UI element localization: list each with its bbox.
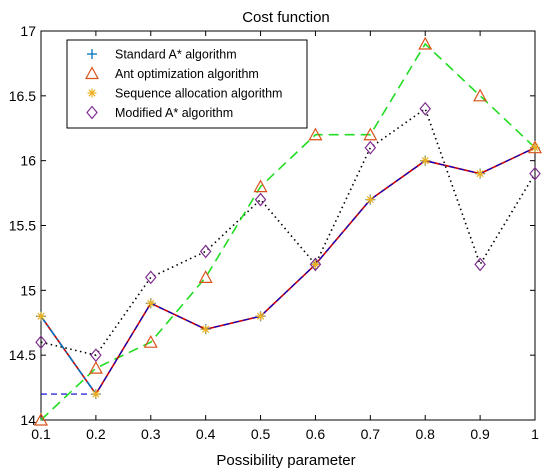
series-2-point [91, 389, 101, 399]
x-tick-label: 1 [531, 426, 539, 442]
series-1-point [473, 88, 488, 102]
y-tick-label: 15 [20, 282, 36, 298]
x-tick-label: 0.1 [31, 426, 51, 442]
x-tick-label: 0.4 [196, 426, 216, 442]
series-3-point [309, 257, 322, 272]
legend-entry: Sequence allocation algorithm [115, 87, 282, 101]
series-3-point [199, 244, 212, 259]
series-2-point [530, 143, 540, 153]
series-3-point [474, 257, 486, 272]
x-tick-label: 0.2 [86, 426, 106, 442]
legend-entry: Standard A* algorithm [115, 48, 237, 62]
legend-marker-1 [84, 66, 100, 80]
series-3-point [419, 101, 432, 116]
x-tick-label: 0.5 [251, 426, 271, 442]
series-2-point [201, 324, 211, 334]
series-1-point [143, 334, 158, 348]
series-3-point [254, 192, 267, 207]
x-tick-label: 0.7 [361, 426, 381, 442]
y-tick-label: 16 [20, 153, 36, 169]
y-tick-label: 16.5 [9, 88, 36, 104]
legend-marker-2 [87, 88, 97, 98]
series-3-point [364, 140, 377, 155]
series-2-point [365, 195, 375, 205]
series-line-3 [40, 107, 536, 357]
y-tick-labels: 14 14.5 15 15.5 16 16.5 17 [9, 23, 36, 428]
series-1-point [88, 360, 103, 374]
series-1-point [33, 412, 49, 426]
series-1-point [363, 127, 378, 141]
series-1-point [418, 36, 433, 50]
series-2-point [146, 298, 156, 308]
legend-entry: Ant optimization algorithm [115, 67, 259, 81]
y-tick-label: 17 [20, 23, 36, 39]
legend-box [66, 39, 308, 129]
legend-marker-0 [87, 49, 97, 59]
series-markers [33, 36, 543, 426]
series-3-point [90, 348, 102, 363]
series-3-point [35, 335, 47, 350]
legend-marker-3 [86, 105, 98, 120]
y-tick-label: 15.5 [9, 218, 36, 234]
series-1-point [198, 270, 213, 283]
x-tick-label: 0.9 [470, 426, 490, 442]
y-tick-label: 14.5 [9, 347, 36, 363]
x-tick-label: 0.8 [415, 426, 435, 442]
x-axis-label: Possibility parameter [216, 452, 355, 469]
x-tick-label: 0.6 [306, 426, 326, 442]
series-line-1 [40, 42, 536, 421]
series-2-point [36, 311, 46, 321]
chart-title: Cost function [242, 9, 330, 26]
series-lines [40, 42, 536, 421]
series-3-point [144, 270, 157, 285]
series-2-point [256, 311, 266, 321]
series-2-point [420, 156, 430, 166]
x-tick-label: 0.3 [141, 426, 161, 442]
series-1-point [253, 179, 268, 193]
series-2-point [475, 169, 485, 179]
legend-entry: Modified A* algorithm [115, 106, 233, 120]
series-line-overlay [41, 147, 536, 395]
x-tick-labels: 0.1 0.2 0.3 0.4 0.5 0.6 0.7 0.8 0.9 1 [31, 426, 539, 442]
y-tick-label: 14 [20, 412, 36, 428]
legend: Standard A* algorithm Ant optimization al… [66, 39, 308, 129]
series-3-point [529, 166, 541, 181]
series-1-point [308, 127, 323, 141]
series-2-point [310, 259, 320, 269]
